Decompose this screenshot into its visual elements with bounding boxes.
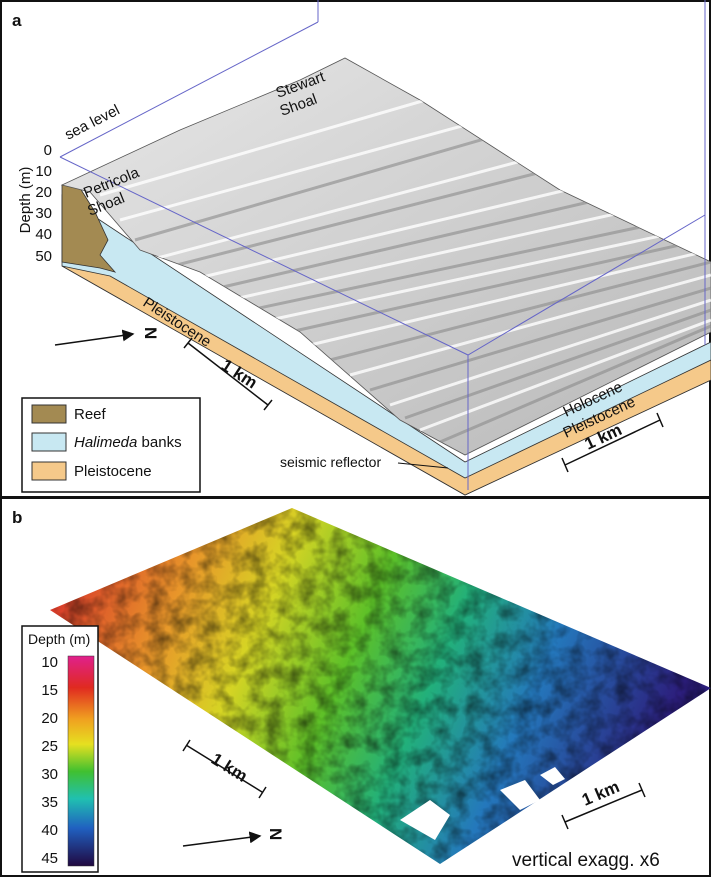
depth-axis-title: Depth (m) (17, 167, 34, 234)
colorbar-tick: 30 (41, 766, 58, 783)
exaggeration-note: vertical exagg. x6 (512, 850, 660, 871)
tick-label: 40 (35, 226, 52, 243)
legend-label: Pleistocene (74, 463, 152, 480)
colorbar-tick: 45 (41, 850, 58, 867)
panel-label: b (12, 508, 22, 527)
north-label: N (266, 828, 285, 840)
tick-label: 0 (44, 142, 52, 159)
north-label: N (141, 327, 160, 339)
colorbar-tick: 20 (41, 710, 58, 727)
tick-label: 50 (35, 248, 52, 265)
annotation: seismic reflector (280, 454, 381, 470)
tick-label: 20 (35, 184, 52, 201)
tick-label: 30 (35, 205, 52, 222)
legend-label: Halimeda banks (74, 434, 182, 451)
colorbar-tick: 35 (41, 794, 58, 811)
legend: Reef Halimeda banks Pleistocene (22, 398, 200, 492)
page: {"panel_a": {"label": "a", "sea_level": … (0, 0, 711, 877)
figure: a sea level Stewart Shoal Petricola Shoa… (0, 0, 711, 877)
colorbar: Depth (m) 10 15 20 25 30 35 40 45 (22, 626, 98, 872)
colorbar-tick: 15 (41, 682, 58, 699)
legend-label-italic: Halimeda (74, 434, 137, 451)
colorbar-tick: 10 (41, 654, 58, 671)
colorbar-title: Depth (m) (28, 631, 90, 647)
tick-label: 10 (35, 163, 52, 180)
panel-label: a (12, 11, 22, 30)
legend-label-rest: banks (137, 434, 181, 451)
colorbar-tick: 40 (41, 822, 58, 839)
colorbar-tick: 25 (41, 738, 58, 755)
legend-label: Reef (74, 406, 107, 423)
